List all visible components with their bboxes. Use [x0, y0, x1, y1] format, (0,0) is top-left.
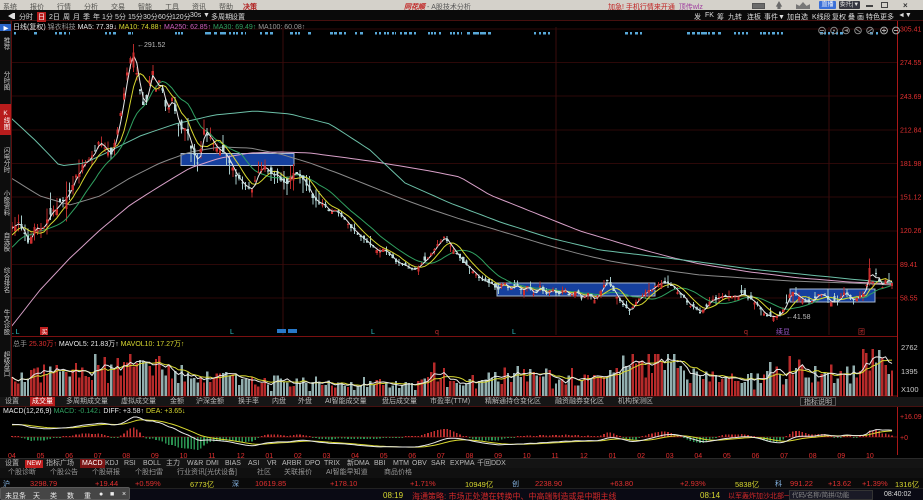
svg-text:q: q	[744, 329, 748, 336]
svg-text:10: 10	[523, 453, 531, 458]
svg-text:L: L	[371, 329, 375, 336]
svg-text:305.41: 305.41	[900, 27, 922, 34]
svg-text:续显: 续显	[776, 327, 790, 336]
svg-text:L: L	[230, 329, 234, 336]
svg-text:←291.52: ←291.52	[137, 42, 166, 49]
svg-text:02: 02	[294, 453, 302, 458]
svg-text:05: 05	[37, 453, 45, 458]
svg-text:07: 07	[94, 453, 102, 458]
svg-text:04: 04	[694, 453, 702, 458]
svg-text:89.41: 89.41	[900, 262, 918, 269]
svg-text:+16.09: +16.09	[900, 414, 922, 421]
svg-text:06: 06	[408, 453, 416, 458]
svg-text:10: 10	[180, 453, 188, 458]
svg-text:10: 10	[866, 453, 874, 458]
svg-text:243.69: 243.69	[900, 94, 922, 101]
svg-text:04: 04	[8, 453, 16, 458]
svg-text:09: 09	[151, 453, 159, 458]
svg-text:04: 04	[351, 453, 359, 458]
svg-text:08: 08	[122, 453, 130, 458]
svg-text:02: 02	[637, 453, 645, 458]
svg-text:274.55: 274.55	[900, 60, 922, 67]
svg-text:1395: 1395	[901, 367, 918, 376]
svg-text:05: 05	[380, 453, 388, 458]
svg-text:q: q	[435, 329, 439, 336]
svg-text:03: 03	[666, 453, 674, 458]
svg-text:团: 团	[858, 328, 865, 336]
svg-text:08: 08	[809, 453, 817, 458]
svg-text:08: 08	[466, 453, 474, 458]
svg-text:09: 09	[494, 453, 502, 458]
svg-text:58.55: 58.55	[900, 296, 918, 303]
svg-text:181.98: 181.98	[900, 161, 922, 168]
svg-text:120.26: 120.26	[900, 228, 922, 235]
svg-text:11: 11	[208, 453, 215, 458]
svg-text:151.12: 151.12	[900, 195, 922, 202]
svg-text:12: 12	[580, 453, 588, 458]
svg-text:2762: 2762	[901, 343, 918, 352]
svg-text:+0: +0	[900, 435, 908, 442]
svg-text:←41.58: ←41.58	[786, 314, 811, 321]
svg-text:L L: L L	[10, 329, 20, 336]
svg-text:03: 03	[323, 453, 331, 458]
svg-text:X100: X100	[901, 385, 919, 394]
svg-text:06: 06	[752, 453, 760, 458]
svg-text:06: 06	[65, 453, 73, 458]
svg-text:买: 买	[42, 328, 48, 336]
svg-text:01: 01	[609, 453, 617, 458]
svg-text:05: 05	[723, 453, 731, 458]
svg-text:07: 07	[437, 453, 445, 458]
svg-text:07: 07	[780, 453, 788, 458]
svg-text:12: 12	[237, 453, 245, 458]
svg-text:L: L	[512, 329, 516, 336]
svg-text:09: 09	[837, 453, 845, 458]
svg-text:212.84: 212.84	[900, 127, 922, 134]
svg-text:01: 01	[265, 453, 273, 458]
svg-text:11: 11	[551, 453, 558, 458]
